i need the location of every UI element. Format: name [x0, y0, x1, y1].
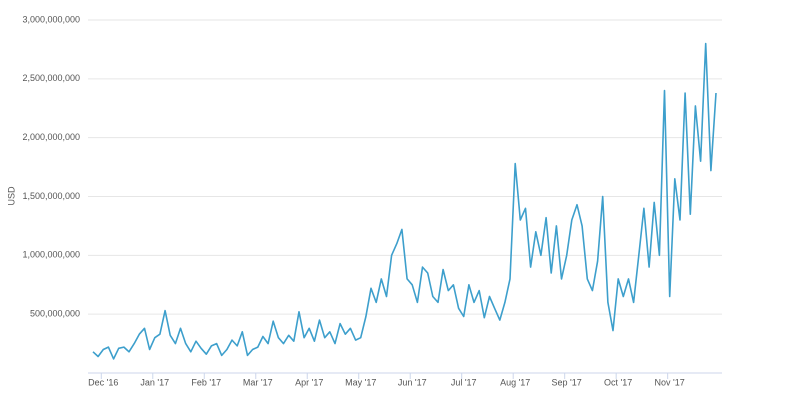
x-tick-label: Feb '17	[191, 377, 221, 387]
y-tick-label: 2,500,000,000	[22, 73, 80, 83]
y-tick-label: 1,500,000,000	[22, 191, 80, 201]
y-tick-label: 500,000,000	[30, 309, 80, 319]
y-tick-label: 1,000,000,000	[22, 250, 80, 260]
y-tick-label: 3,000,000,000	[22, 14, 80, 24]
x-tick-label: Sep '17	[552, 377, 582, 387]
x-tick-label: Jan '17	[140, 377, 169, 387]
data-line	[92, 42, 717, 360]
x-tick-label: Dec '16	[88, 377, 118, 387]
x-tick-label: Apr '17	[295, 377, 323, 387]
y-tick-label: 2,000,000,000	[22, 132, 80, 142]
x-tick-label: Jul '17	[451, 377, 477, 387]
x-tick-label: Nov '17	[655, 377, 685, 387]
x-tick-label: Aug '17	[500, 377, 530, 387]
x-tick-label: Jun '17	[398, 377, 427, 387]
y-axis-label: USD	[6, 186, 16, 206]
x-tick-label: May '17	[345, 377, 376, 387]
x-tick-label: Oct '17	[604, 377, 632, 387]
x-tick-label: Mar '17	[243, 377, 273, 387]
